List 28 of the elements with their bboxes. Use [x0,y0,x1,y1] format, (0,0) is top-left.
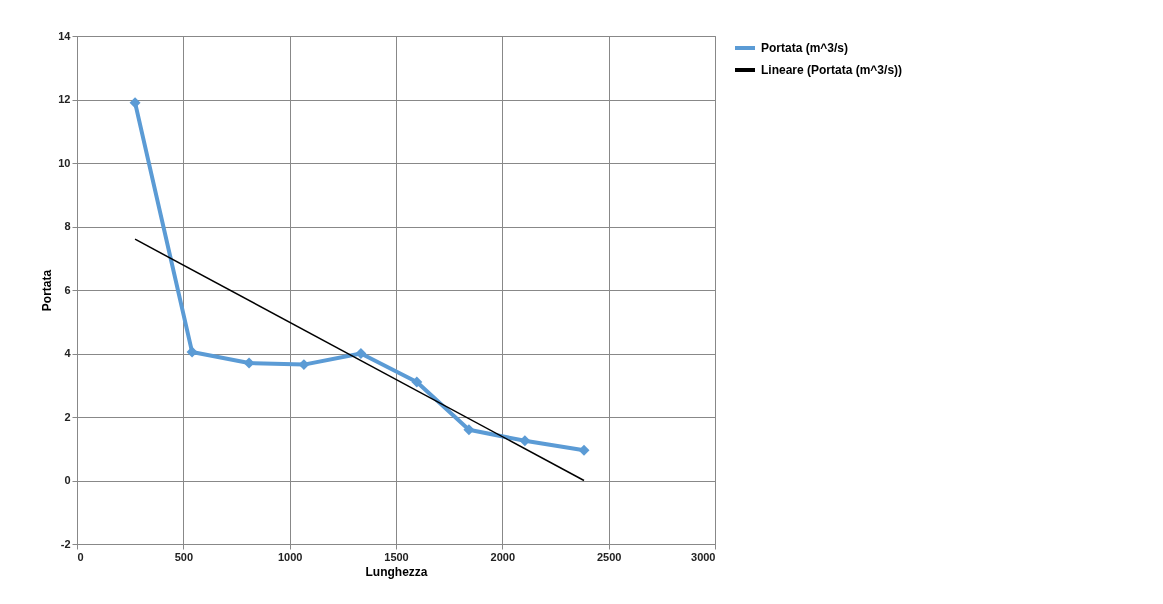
x-tick-label: 500 [174,550,194,563]
point [411,376,423,388]
legend-label: Portata (m^3/s) [761,41,849,55]
y-tick-label: 14 [58,29,72,42]
y-tick-label: 8 [64,220,71,232]
y-tick-label: 4 [64,347,72,359]
y-axis-title: Portata [40,269,55,312]
point [355,348,367,359]
x-tick-label: 1000 [277,550,303,563]
point [243,357,255,369]
y-tick-label: 2 [64,410,71,423]
point [519,435,531,447]
x-tick-label: 2500 [596,550,622,563]
y-tick-label: 10 [58,156,71,169]
x-tick-label: 1500 [384,550,409,563]
point [186,346,198,358]
y-tick-label: 6 [64,283,71,296]
x-tick-label: 2000 [490,550,516,563]
y-tick-label: 0 [64,474,71,486]
x-tick-label: 3000 [691,550,716,563]
legend-label: Lineare (Portata (m^3/s)) [761,63,903,77]
y-tick-label: -2 [60,537,71,550]
point [578,444,590,456]
point [129,97,141,109]
y-tick-label: 12 [58,93,71,105]
x-tick-label: 0 [77,550,84,563]
x-axis-title: Lunghezza [365,564,428,579]
point [463,424,475,436]
